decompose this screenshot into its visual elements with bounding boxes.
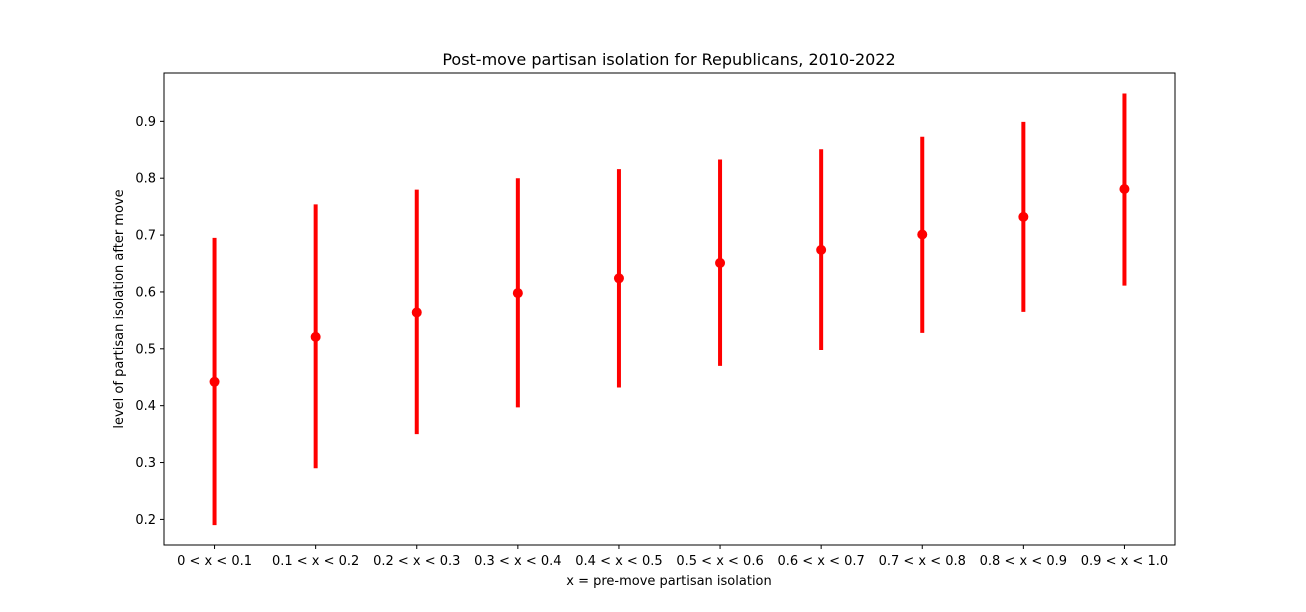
plot-area	[163, 72, 1176, 546]
y-tick-label: 0.3	[135, 456, 156, 471]
x-tick-label: 0.7 < x < 0.8	[879, 554, 966, 569]
data-point	[613, 273, 624, 284]
y-tick-label: 0.7	[135, 229, 156, 244]
y-tick-label: 0.2	[135, 513, 156, 528]
y-tick-label: 0.9	[135, 115, 156, 130]
data-marks	[209, 93, 1130, 526]
data-point	[411, 307, 422, 318]
data-point	[715, 257, 726, 268]
data-point	[917, 229, 928, 240]
x-tick-label: 0.5 < x < 0.6	[676, 554, 763, 569]
x-tick-label: 0.6 < x < 0.7	[777, 554, 864, 569]
x-tick-label: 0.1 < x < 0.2	[272, 554, 359, 569]
x-axis-label: x = pre-move partisan isolation	[566, 574, 772, 589]
plot-frame	[163, 72, 1176, 546]
y-tick-label: 0.8	[135, 172, 156, 187]
x-tick-label: 0.4 < x < 0.5	[575, 554, 662, 569]
y-axis-label: level of partisan isolation after move	[112, 189, 127, 428]
x-tick-label: 0.8 < x < 0.9	[980, 554, 1067, 569]
data-point	[1018, 211, 1029, 222]
data-point	[1119, 184, 1130, 195]
x-tick-label: 0.3 < x < 0.4	[474, 554, 561, 569]
data-point	[209, 376, 220, 387]
y-tick-label: 0.5	[135, 342, 156, 357]
x-tick-label: 0.9 < x < 1.0	[1081, 554, 1168, 569]
y-tick-label: 0.6	[135, 285, 156, 300]
x-tick-label: 0.2 < x < 0.3	[373, 554, 460, 569]
data-point	[512, 288, 523, 299]
data-point	[310, 331, 321, 342]
x-tick-label: 0 < x < 0.1	[177, 554, 252, 569]
y-axis: 0.2 0.3 0.4 0.5 0.6 0.7 0.8 0.9	[135, 115, 164, 528]
chart-title: Post-move partisan isolation for Republi…	[442, 50, 895, 69]
data-point	[816, 244, 827, 255]
y-tick-label: 0.4	[135, 399, 156, 414]
x-axis: 0 < x < 0.1 0.1 < x < 0.2 0.2 < x < 0.3 0.3…	[177, 545, 1168, 569]
